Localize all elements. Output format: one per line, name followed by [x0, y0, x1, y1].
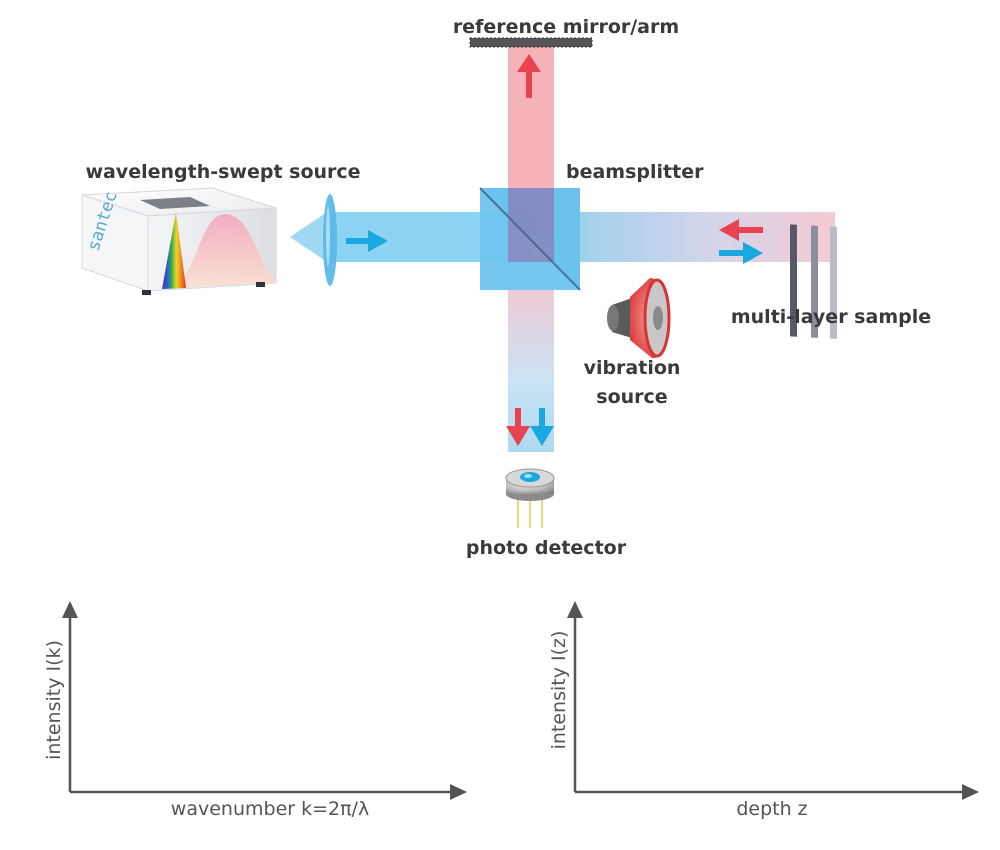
sample-return-arrow — [719, 219, 763, 241]
swept-source-instrument: santec — [81, 187, 277, 295]
vibration-label-line1: vibration — [584, 357, 681, 379]
source-label: wavelength-swept source — [85, 161, 360, 183]
sample-forward-arrow — [719, 242, 763, 264]
y-axis-label: intensity I(z) — [548, 631, 570, 750]
beamsplitter-cube — [479, 187, 581, 291]
reference-label: reference mirror/arm — [453, 16, 679, 38]
lens-icon — [323, 194, 337, 286]
mirror-icon — [469, 37, 593, 48]
vent-grille — [140, 197, 210, 209]
multi-layer-sample — [790, 224, 837, 339]
x-axis-arrowhead — [450, 784, 467, 800]
speaker-icon — [607, 278, 671, 359]
depth-plot: intensity I(z) depth z — [548, 601, 979, 820]
x-axis-label: depth z — [736, 798, 807, 820]
sample-label: multi-layer sample — [731, 306, 931, 328]
detector-label: photo detector — [466, 537, 627, 559]
y-axis-arrowhead — [62, 601, 78, 618]
x-axis-arrowhead — [962, 784, 979, 800]
source-cone — [290, 210, 330, 264]
source-arrow — [346, 230, 388, 252]
beamsplitter-label: beamsplitter — [566, 161, 704, 183]
detector-arrows — [506, 408, 554, 446]
y-axis-arrowhead — [567, 601, 583, 618]
vibration-label-line2: source — [596, 386, 667, 408]
x-axis-label: wavenumber k=2π/λ — [171, 798, 369, 820]
y-axis-label: intensity I(k) — [43, 640, 65, 760]
spectrum-plot: intensity I(k) wavenumber k=2π/λ — [43, 601, 467, 820]
photodetector-icon — [505, 468, 555, 528]
reference-arrow — [517, 54, 541, 98]
